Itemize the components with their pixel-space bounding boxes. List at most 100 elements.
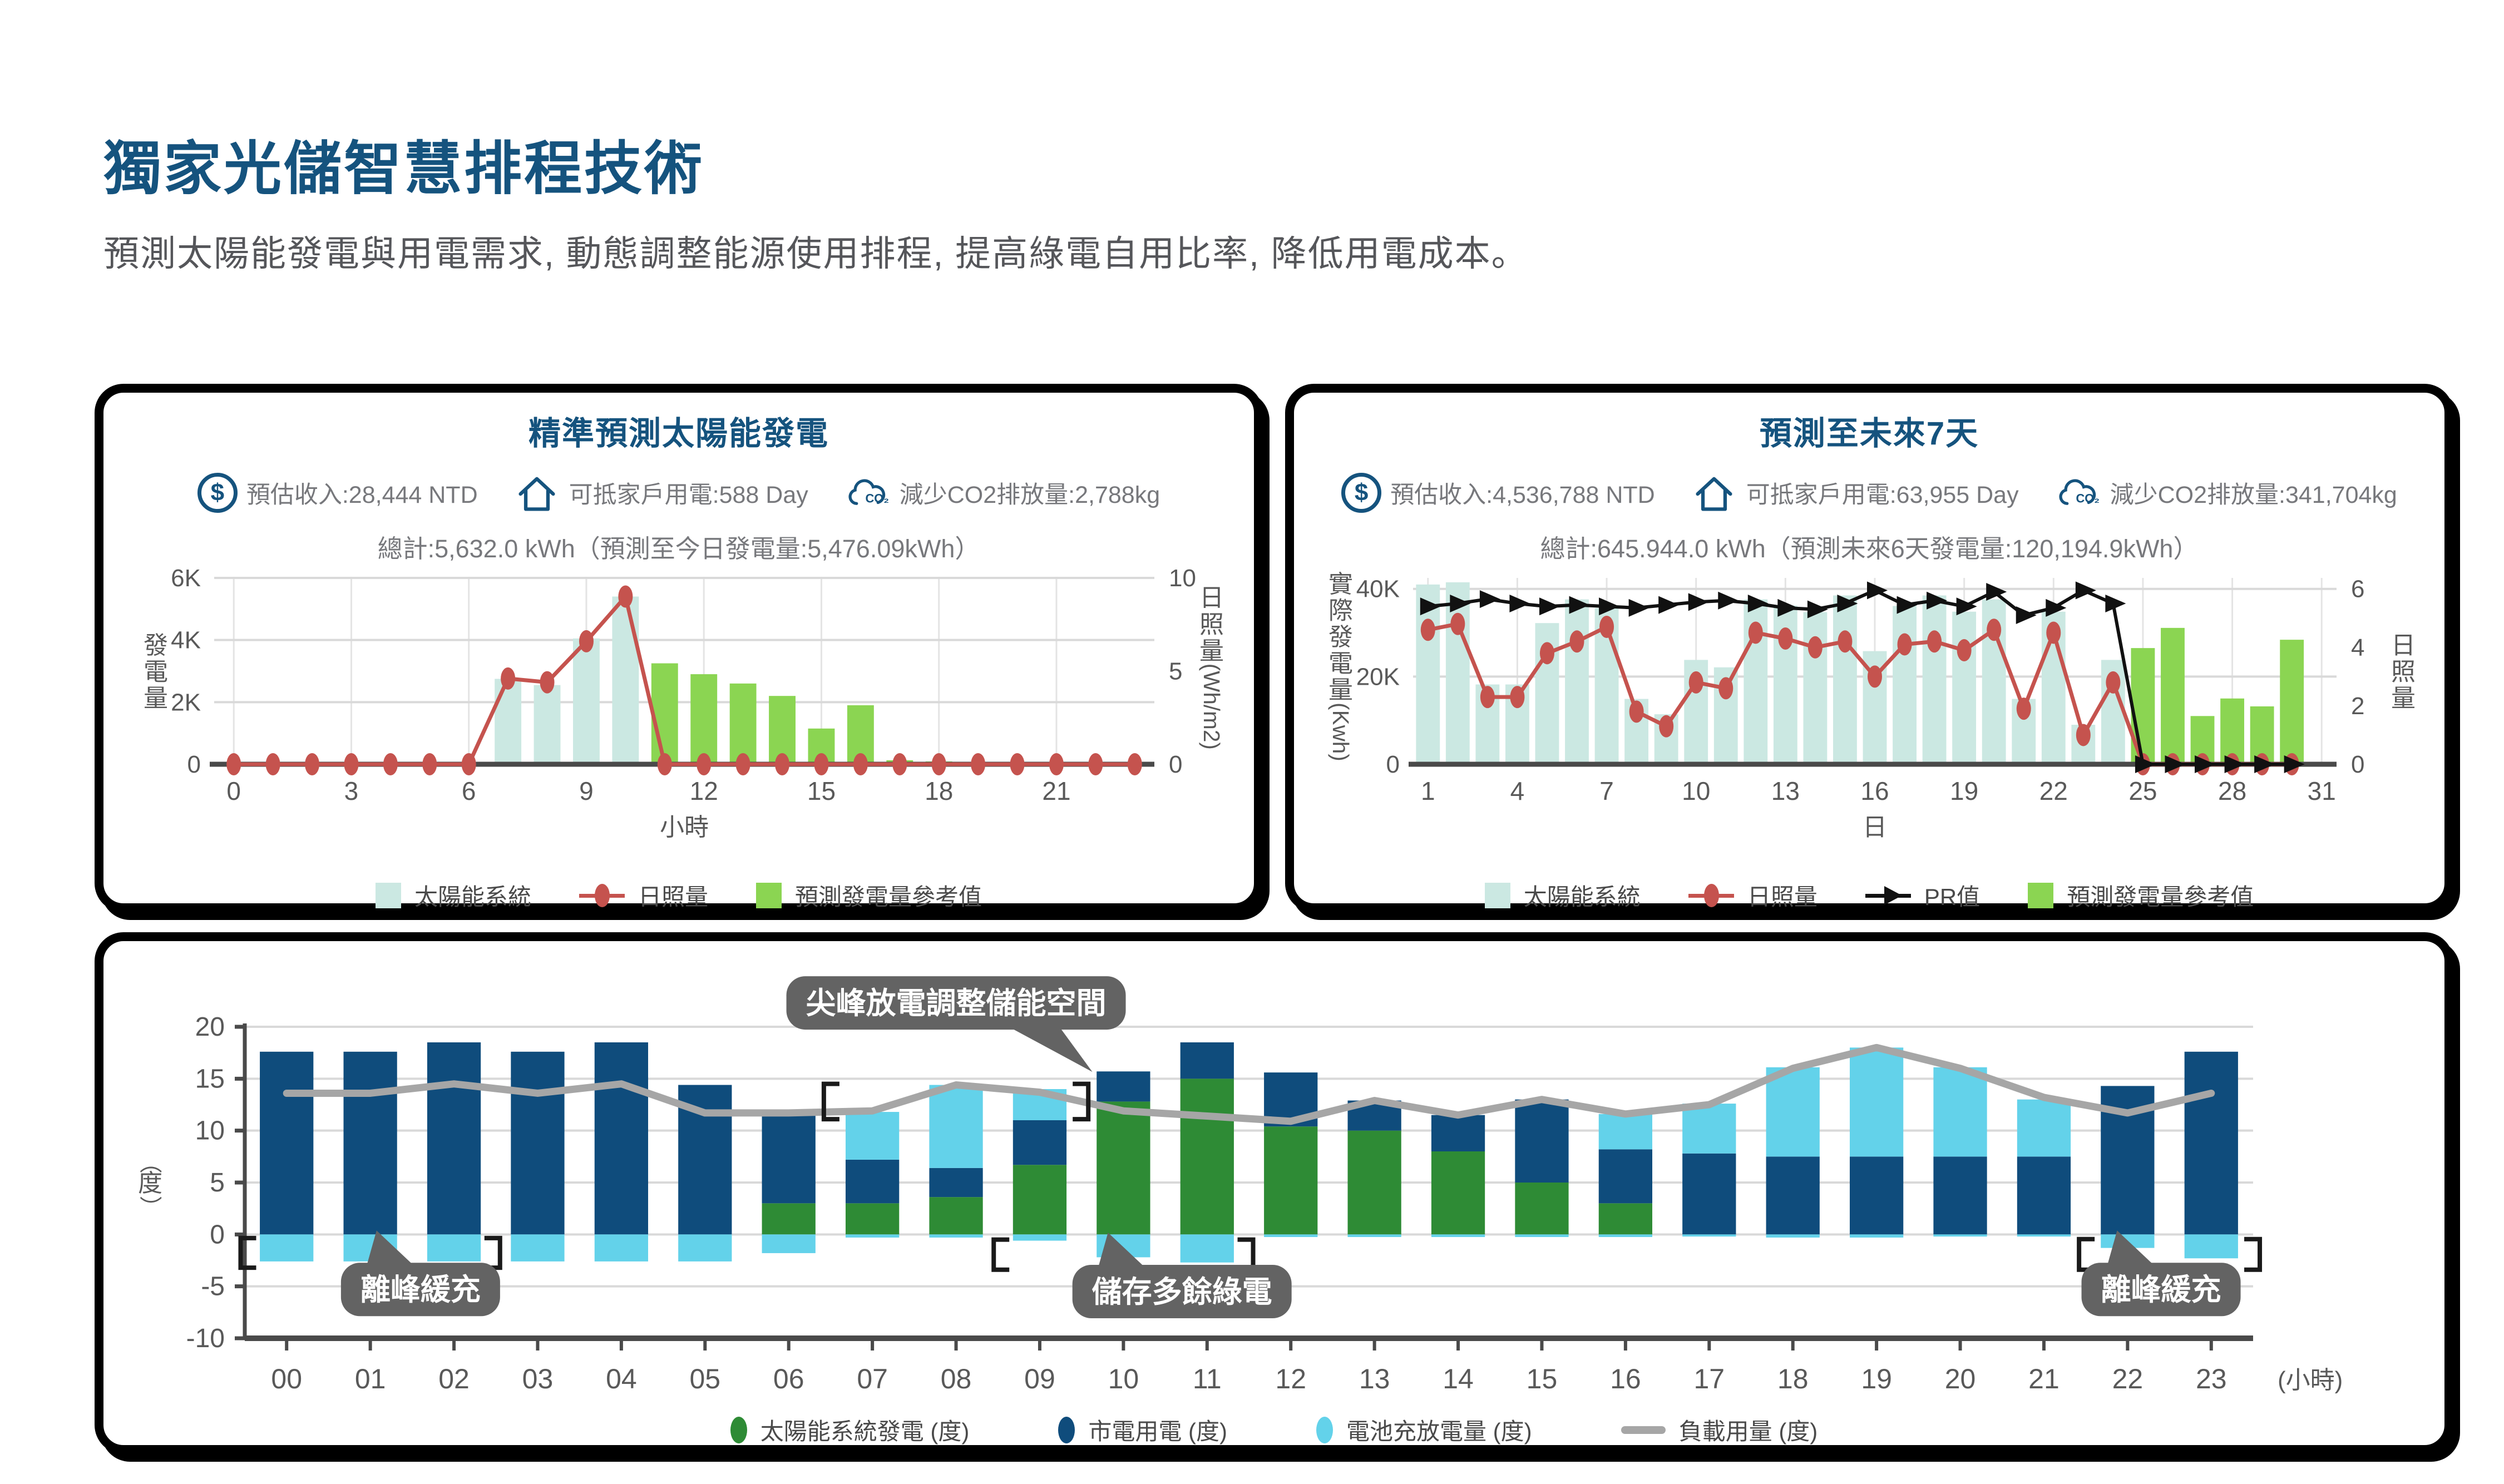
legend-swatch-solar_green: [730, 1416, 747, 1443]
svg-text:量: 量: [1199, 637, 1224, 665]
svg-text:20: 20: [195, 1012, 225, 1042]
svg-text:（: （: [137, 1151, 163, 1173]
svg-text:儲存多餘綠電: 儲存多餘綠電: [1092, 1275, 1272, 1309]
svg-text:17: 17: [1693, 1363, 1725, 1394]
svg-text:尖峰放電調整儲能空間: 尖峰放電調整儲能空間: [806, 987, 1107, 1020]
callout: 儲存多餘綠電: [1072, 1233, 1292, 1318]
svg-text:5: 5: [1169, 658, 1182, 685]
legend-swatch-load_gray: [1621, 1426, 1666, 1434]
legend-item: 負載用量 (度): [1621, 1413, 1818, 1447]
legend-label: 太陽能系統: [1523, 884, 1641, 910]
page-subtitle: 預測太陽能發電與用電需求, 動態調整能源使用排程, 提高綠電自用比率, 降低用電…: [103, 234, 1528, 274]
svg-text:-5: -5: [201, 1272, 225, 1302]
svg-text:4K: 4K: [171, 627, 201, 654]
svg-text:度: 度: [138, 1170, 162, 1197]
total-generation-line: 總計:5,632.0 kWh（預測至今日發電量:5,476.09kWh）: [377, 535, 980, 563]
svg-text:(Wh/m2): (Wh/m2): [1199, 664, 1224, 750]
legend-label: 日照量: [638, 884, 708, 910]
legend-label: 預測發電量參考值: [2067, 884, 2254, 910]
dollar-icon: $: [197, 473, 238, 513]
svg-text:18: 18: [1777, 1363, 1809, 1394]
legend-label: 電池充放電量 (度): [1346, 1418, 1532, 1445]
svg-text:4: 4: [1510, 776, 1525, 805]
svg-text:10: 10: [195, 1116, 225, 1146]
svg-text:0: 0: [2351, 751, 2364, 778]
stat-household-offset: 可抵家戶用電:588 Day: [513, 469, 808, 516]
svg-text:19: 19: [1950, 776, 1978, 805]
svg-text:日: 日: [2391, 632, 2416, 659]
stat-household-offset: 可抵家戶用電:63,955 Day: [1691, 469, 2019, 516]
svg-text:6: 6: [462, 776, 476, 805]
legend-swatch-solar_teal: [1484, 882, 1510, 908]
svg-text:7: 7: [1599, 776, 1614, 805]
house-icon: [518, 477, 555, 511]
svg-text:22: 22: [2112, 1363, 2144, 1394]
legend-item: 電池充放電量 (度): [1316, 1413, 1532, 1447]
svg-text:）: ）: [137, 1196, 163, 1218]
legend-label: 太陽能系統: [414, 884, 531, 910]
svg-text:發: 發: [144, 632, 168, 659]
svg-text:02: 02: [438, 1363, 470, 1394]
svg-text:19: 19: [1861, 1363, 1892, 1394]
legend-item: 預測發電量參考值: [2028, 878, 2254, 912]
svg-text:18: 18: [925, 776, 953, 805]
legend-label: 太陽能系統發電 (度): [760, 1418, 970, 1445]
svg-text:13: 13: [1771, 776, 1800, 805]
svg-text:實: 實: [1328, 571, 1353, 598]
svg-text:16: 16: [1860, 776, 1889, 805]
legend-label: 預測發電量參考值: [795, 884, 982, 910]
callout: 離峰緩充: [2081, 1230, 2241, 1317]
svg-text:日: 日: [1863, 814, 1887, 841]
svg-text:25: 25: [2128, 776, 2157, 805]
panel-title-today: 精準預測太陽能發電: [528, 415, 829, 452]
panel-schedule: -10 -5 0 5 10 15 20 00 01 02 03 04 05 06 07 08 09 10 11 12 1…: [95, 932, 2453, 1454]
svg-text:22: 22: [2039, 776, 2068, 805]
co2-icon-label: CO₂: [865, 492, 889, 506]
panel-title-week: 預測至未來7天: [1759, 415, 1979, 452]
stat-label: 可抵家戶用電:588 Day: [569, 482, 808, 508]
svg-text:1: 1: [1421, 776, 1435, 805]
stats-row: $ 預估收入:4,536,788 NTD 可抵家戶用電:63,955 Day C…: [1294, 465, 2444, 521]
legend-swatch-forecast_green: [2028, 882, 2054, 908]
legend-item: PR值: [1865, 878, 1980, 912]
svg-text:5: 5: [210, 1168, 225, 1198]
legend-label: PR值: [1924, 884, 1981, 910]
schedule-chart-legend: 太陽能系統發電 (度) 市電用電 (度) 電池充放電量 (度) 負載用量 (度): [103, 1413, 2444, 1447]
top-panels-row: 精準預測太陽能發電 $ 預估收入:28,444 NTD 可抵家戶用電:588 D…: [95, 384, 2453, 912]
svg-text:23: 23: [2196, 1363, 2227, 1394]
svg-text:(小時): (小時): [2278, 1367, 2343, 1394]
stat-label: 減少CO2排放量:341,704kg: [2110, 482, 2397, 508]
svg-text:03: 03: [522, 1363, 554, 1394]
svg-text:31: 31: [2308, 776, 2336, 805]
house-icon: [1696, 477, 1732, 511]
legend-item: 日照量: [1688, 878, 1818, 912]
legend-label: 負載用量 (度): [1678, 1418, 1818, 1445]
stats-row: $ 預估收入:28,444 NTD 可抵家戶用電:588 Day CO₂ 減少C…: [103, 465, 1254, 521]
legend-item: 太陽能系統: [375, 878, 531, 912]
legend-item: 日照量: [579, 878, 708, 912]
svg-text:離峰緩充: 離峰緩充: [360, 1273, 481, 1307]
co2-cloud-icon: CO₂: [2059, 479, 2100, 506]
svg-text:發: 發: [1328, 624, 1353, 651]
legend-item: 太陽能系統: [1484, 878, 1641, 912]
svg-text:06: 06: [773, 1363, 804, 1394]
svg-text:量: 量: [2391, 685, 2416, 712]
svg-text:10: 10: [1169, 567, 1196, 592]
svg-text:15: 15: [1527, 1363, 1558, 1394]
svg-text:2: 2: [2351, 692, 2364, 720]
svg-text:6K: 6K: [171, 567, 201, 592]
svg-text:電: 電: [144, 658, 168, 685]
svg-text:20K: 20K: [1356, 663, 1400, 690]
stat-co2-reduction: CO₂ 減少CO2排放量:2,788kg: [844, 469, 1160, 516]
svg-text:28: 28: [2218, 776, 2246, 805]
stat-label: 預估收入:28,444 NTD: [246, 482, 478, 508]
svg-text:離峰緩充: 離峰緩充: [2101, 1273, 2221, 1307]
svg-text:-10: -10: [186, 1324, 225, 1353]
legend-item: 太陽能系統發電 (度): [730, 1413, 970, 1447]
stat-revenue: $ 預估收入:28,444 NTD: [197, 473, 478, 513]
legend-item: 預測發電量參考值: [756, 878, 982, 912]
svg-text:2K: 2K: [171, 689, 201, 716]
svg-text:21: 21: [1042, 776, 1070, 805]
